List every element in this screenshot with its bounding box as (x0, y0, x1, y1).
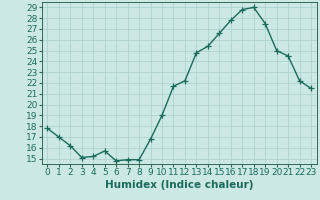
X-axis label: Humidex (Indice chaleur): Humidex (Indice chaleur) (105, 180, 253, 190)
